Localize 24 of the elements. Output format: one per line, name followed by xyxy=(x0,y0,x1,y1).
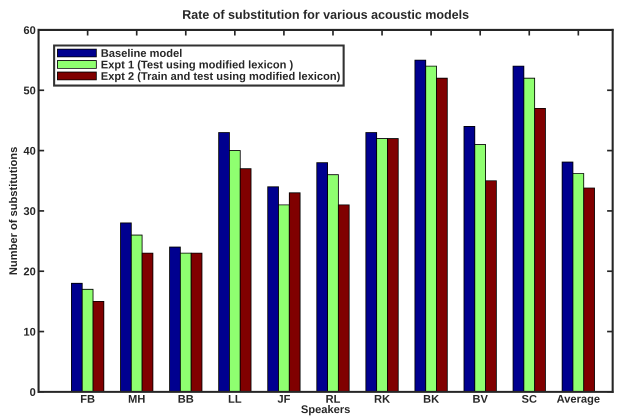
legend-label: Baseline model xyxy=(102,48,182,57)
legend-label: Expt 1 (Test using modified lexicon ) xyxy=(102,60,293,71)
x-axis-title: Speakers xyxy=(301,405,350,416)
x-tick-label: FB xyxy=(80,395,95,403)
x-tick-label: SC xyxy=(522,394,537,403)
y-axis-title: Number of substitutions xyxy=(8,147,18,274)
y-tick-label: 20 xyxy=(24,268,36,276)
y-tick-label: 40 xyxy=(24,146,36,155)
x-tick-label: Average xyxy=(556,395,600,406)
y-tick-label: 0 xyxy=(30,388,36,396)
x-tick-label: RL xyxy=(326,395,340,403)
x-tick-label: LL xyxy=(228,395,242,403)
x-tick-label: RK xyxy=(374,395,390,403)
x-tick-label: JF xyxy=(278,395,290,403)
x-tick-label: BK xyxy=(424,395,440,403)
chart-title: Rate of substitution for various acoustic models xyxy=(183,10,469,19)
x-tick-label: MH xyxy=(128,395,145,403)
y-tick-label: 10 xyxy=(24,328,36,336)
y-tick-label: 50 xyxy=(24,86,36,94)
y-tick-label: 30 xyxy=(24,207,36,216)
x-tick-label: BV xyxy=(473,395,488,403)
x-tick-label: BB xyxy=(178,395,194,403)
y-tick-label: 60 xyxy=(24,26,36,34)
legend-label: Expt 2 (Train and test using modified lexicon) xyxy=(102,72,340,82)
